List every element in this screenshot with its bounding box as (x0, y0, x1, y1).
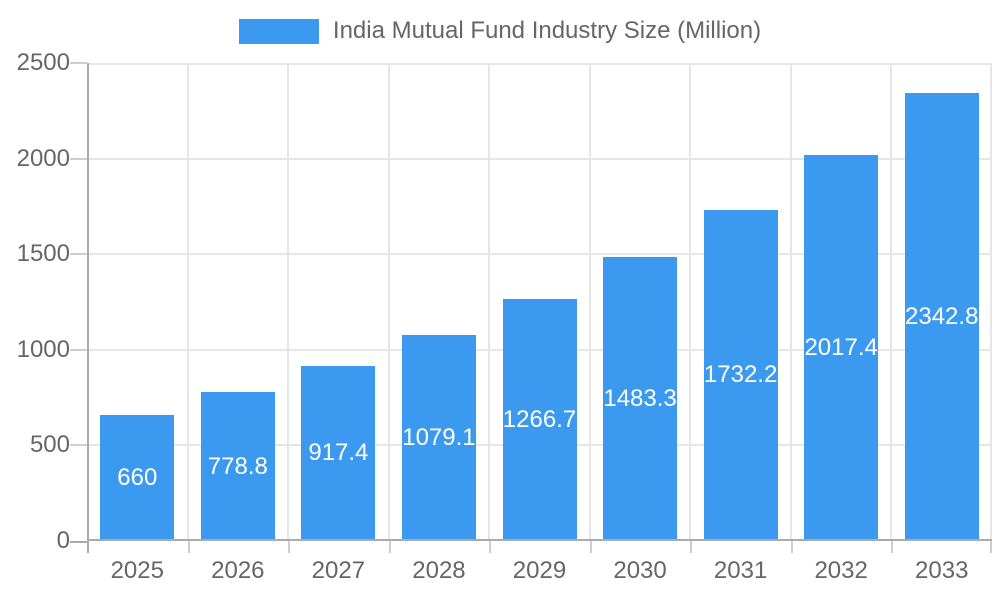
bar-value-label: 660 (117, 463, 158, 491)
x-tick-label: 2028 (412, 557, 466, 584)
x-tick-label: 2030 (613, 557, 667, 584)
x-tick-mark (891, 541, 894, 553)
bar-value-label: 778.8 (207, 452, 268, 480)
gridline (87, 157, 992, 160)
x-tick-mark (790, 541, 793, 553)
bar-2029: 1266.7 (502, 298, 577, 541)
bar-2027: 917.4 (301, 365, 376, 541)
gridline (890, 63, 893, 541)
bar-2025: 660 (100, 414, 175, 541)
x-tick-mark (990, 541, 992, 553)
y-tick-label: 1500 (16, 240, 70, 268)
legend-swatch-icon (238, 18, 319, 44)
y-tick-mark (70, 157, 87, 160)
x-tick-mark (489, 541, 492, 553)
bar-2031: 1732.2 (703, 209, 778, 541)
x-tick-label: 2032 (814, 557, 868, 584)
x-tick-mark (187, 541, 190, 553)
gridline (287, 63, 290, 541)
gridline (186, 63, 189, 541)
x-tick-mark (690, 541, 693, 553)
x-tick-label: 2027 (311, 557, 366, 584)
gridline (387, 63, 390, 541)
bar-2026: 778.8 (200, 392, 275, 541)
bar-2033: 2342.8 (904, 93, 979, 541)
y-tick-mark (70, 444, 87, 447)
legend-item[interactable]: India Mutual Fund Industry Size (Million… (238, 17, 762, 44)
x-tick-label: 2025 (110, 557, 164, 584)
gridline (789, 63, 792, 541)
x-tick-label: 2033 (915, 557, 969, 584)
y-tick-label: 2500 (16, 49, 70, 76)
bar-value-label: 1079.1 (402, 423, 476, 451)
x-axis-line (87, 539, 992, 541)
x-tick-mark (288, 541, 291, 553)
x-tick-mark (87, 541, 89, 553)
bar-value-label: 1266.7 (502, 405, 577, 433)
y-axis-line (87, 63, 89, 541)
bar-value-label: 917.4 (308, 439, 369, 467)
legend: India Mutual Fund Industry Size (Million… (0, 18, 1000, 44)
gridline (689, 63, 692, 541)
bar-value-label: 2017.4 (804, 334, 878, 362)
y-tick-label: 0 (56, 527, 70, 554)
bar-2030: 1483.3 (603, 257, 678, 541)
gridline (588, 63, 591, 541)
gridline (87, 63, 992, 65)
y-tick-label: 2000 (16, 144, 70, 172)
bar-2032: 2017.4 (804, 155, 879, 541)
y-tick-label: 500 (29, 431, 70, 459)
x-tick-mark (589, 541, 592, 553)
gridline (87, 253, 992, 256)
y-tick-mark (70, 348, 87, 351)
x-tick-mark (388, 541, 391, 553)
y-tick-label: 1000 (16, 335, 70, 363)
y-tick-mark (70, 541, 87, 543)
bar-value-label: 2342.8 (905, 303, 979, 331)
plot-area: 0 500 1000 1500 2000 2500 660 2025 778.8 2026 917.… (17, 49, 992, 584)
bar-2028: 1079.1 (401, 334, 476, 541)
bar-value-label: 1483.3 (603, 385, 677, 413)
plot-right-border (990, 63, 992, 541)
legend-label: India Mutual Fund Industry Size (Million… (332, 17, 762, 44)
x-tick-label: 2026 (211, 557, 265, 584)
x-tick-label: 2029 (512, 557, 567, 584)
y-tick-mark (70, 253, 87, 256)
gridline (488, 63, 491, 541)
x-tick-label: 2031 (713, 557, 768, 584)
bar-value-label: 1732.2 (703, 361, 778, 389)
y-tick-mark (70, 62, 87, 64)
